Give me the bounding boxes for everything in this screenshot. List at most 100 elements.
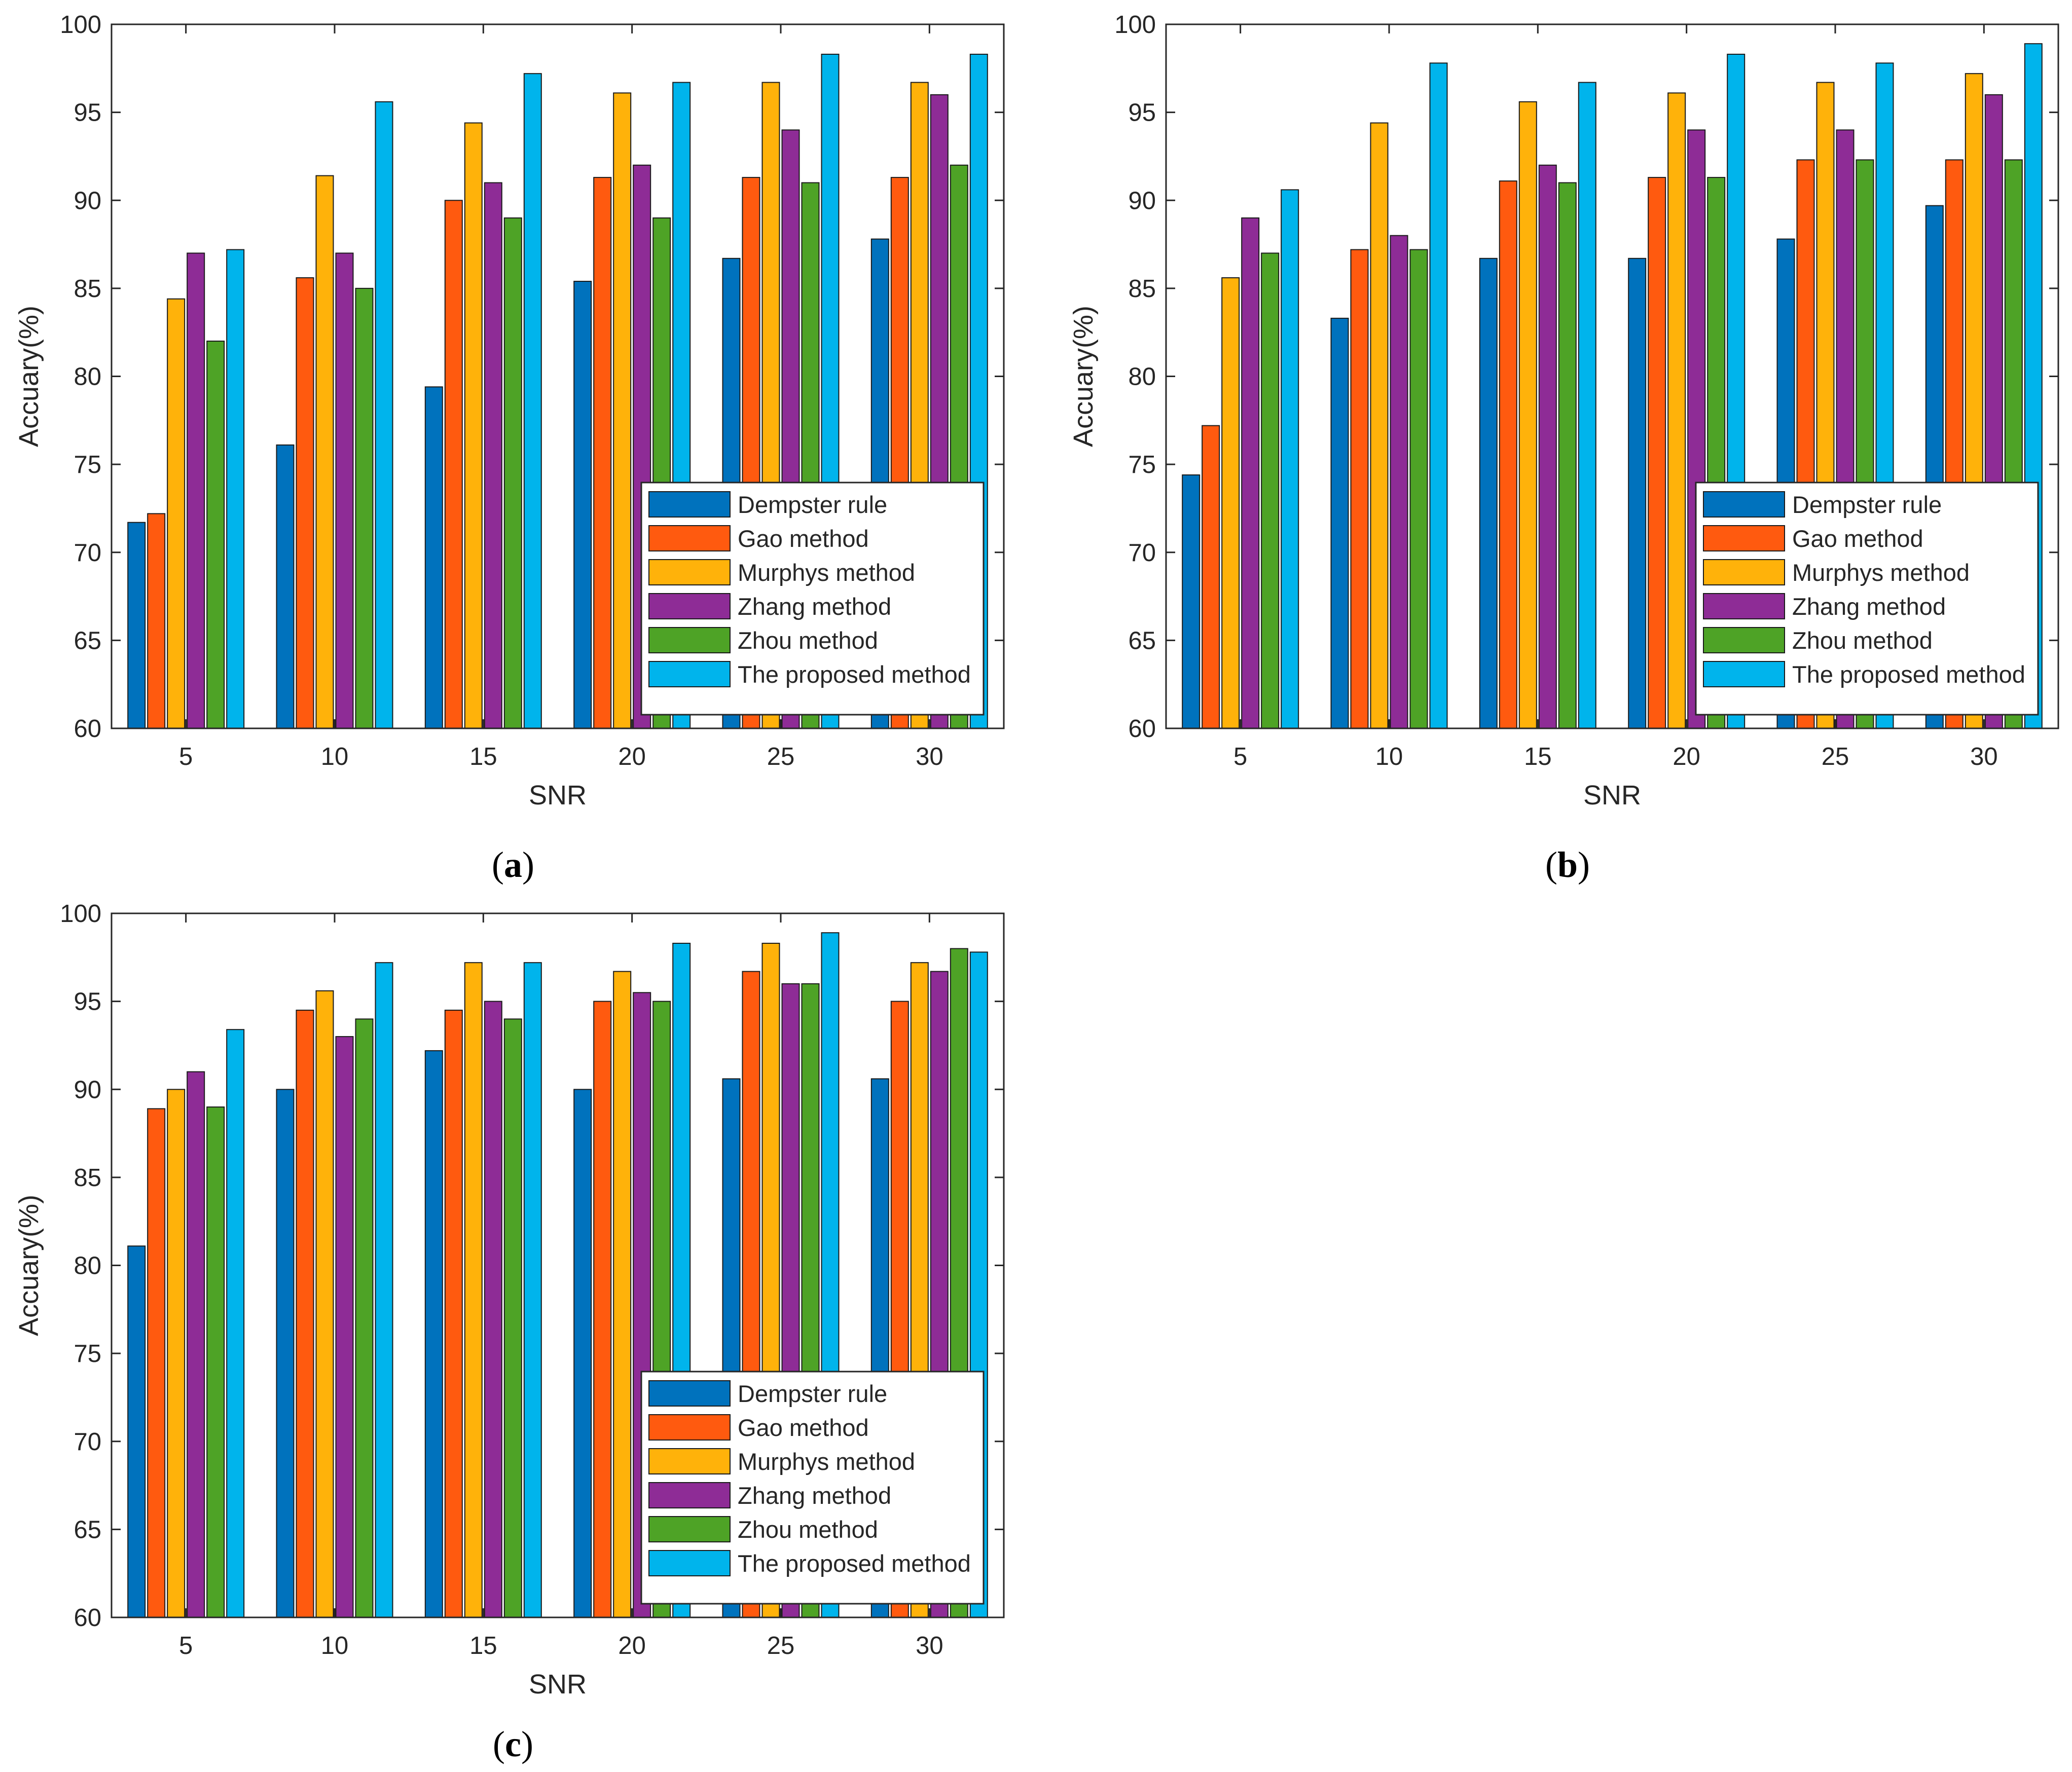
caption-open-paren: ( [492, 844, 504, 885]
legend-entry: Murphys method [738, 1448, 915, 1475]
legend-swatch [648, 593, 731, 619]
bar-gao-method-snr-20 [593, 177, 612, 729]
bar-the-proposed-method-snr-5 [226, 1029, 245, 1618]
bar-murphys-method-snr-5 [167, 298, 186, 729]
panel-caption: (b) [1545, 844, 1590, 885]
x-tick-label: 10 [1375, 743, 1403, 770]
caption-open-paren: ( [1545, 844, 1557, 885]
bar-gao-method-snr-10 [296, 277, 314, 729]
bar-the-proposed-method-snr-5 [1281, 189, 1299, 729]
x-tick-label: 30 [916, 743, 943, 770]
legend-swatch [1703, 525, 1785, 551]
chart-panel-b: 60 65 70 75 80 85 90 95 100 5 10 15 20 25 30 SNR Accuary… [1068, 11, 2059, 885]
bar-zhou-method-snr-10 [355, 1018, 374, 1618]
panel-caption: (c) [493, 1724, 533, 1764]
caption-close-paren: ) [522, 844, 534, 885]
caption-close-paren: ) [1578, 844, 1590, 885]
legend-entry: Dempster rule [1792, 491, 1942, 518]
bar-dempster-rule-snr-20 [573, 281, 592, 729]
bar-dempster-rule-snr-10 [1330, 317, 1349, 729]
legend-entry: Zhou method [738, 1516, 878, 1543]
y-tick-label: 100 [60, 11, 101, 39]
y-tick-label: 80 [74, 1252, 101, 1280]
y-tick-label: 100 [60, 900, 101, 928]
bar-zhou-method-snr-5 [1261, 252, 1280, 729]
y-tick-label: 90 [74, 187, 101, 214]
y-tick-label: 95 [1128, 99, 1156, 127]
bar-gao-method-snr-5 [147, 1108, 166, 1618]
bar-the-proposed-method-snr-5 [226, 249, 245, 729]
chart-panel-c: 60 65 70 75 80 85 90 95 100 5 10 15 20 25 30 SNR Accuary… [14, 900, 1005, 1764]
y-tick-label: 70 [74, 1428, 101, 1456]
legend-swatch [648, 491, 731, 518]
bar-murphys-method-snr-20 [613, 92, 632, 729]
bar-gao-method-snr-15 [444, 1010, 463, 1618]
bar-dempster-rule-snr-10 [276, 444, 295, 729]
legend-swatch [648, 1550, 731, 1576]
legend-swatch [648, 661, 731, 687]
bar-dempster-rule-snr-5 [127, 522, 146, 729]
y-tick-label: 65 [74, 1516, 101, 1543]
bar-zhang-method-snr-5 [1241, 217, 1260, 729]
y-axis-label: Accuary(%) [14, 1195, 44, 1336]
y-tick-label: 100 [1114, 11, 1156, 39]
x-tick-label: 15 [469, 1632, 497, 1659]
bar-murphys-method-snr-5 [167, 1089, 186, 1618]
y-tick-label: 75 [74, 451, 101, 478]
legend: Dempster rule Gao method Murphys method Zha… [640, 482, 985, 716]
legend-swatch [1703, 559, 1785, 585]
bar-zhang-method-snr-5 [187, 1071, 205, 1618]
caption-letter: a [504, 844, 522, 885]
legend-entry: Zhang method [738, 1482, 891, 1509]
bar-zhou-method-snr-10 [355, 287, 374, 729]
x-axis-label: SNR [529, 780, 587, 810]
x-tick-label: 10 [321, 743, 349, 770]
bar-murphys-method-snr-20 [613, 971, 632, 1618]
x-tick-label: 5 [179, 743, 193, 770]
y-tick-label: 60 [74, 715, 101, 743]
bar-zhou-method-snr-15 [503, 1018, 522, 1618]
x-tick-label: 15 [1524, 743, 1552, 770]
caption-letter: b [1557, 844, 1578, 885]
bar-gao-method-snr-5 [147, 513, 166, 729]
bar-zhang-method-snr-10 [335, 1036, 354, 1618]
bar-zhou-method-snr-10 [1409, 249, 1428, 729]
x-axis-label: SNR [1583, 780, 1641, 810]
x-tick-label: 25 [767, 1632, 795, 1659]
x-tick-label: 15 [469, 743, 497, 770]
y-tick-label: 75 [74, 1340, 101, 1368]
caption-close-paren: ) [521, 1724, 533, 1764]
y-tick-label: 90 [74, 1076, 101, 1103]
bar-murphys-method-snr-15 [464, 122, 483, 729]
bar-zhang-method-snr-10 [1390, 235, 1408, 729]
y-tick-label: 65 [1128, 627, 1156, 654]
legend-entry: Murphys method [738, 559, 915, 586]
bar-zhang-method-snr-10 [335, 252, 354, 729]
legend-entry: Zhou method [738, 627, 878, 654]
x-tick-label: 10 [321, 1632, 349, 1659]
legend-swatch [648, 1448, 731, 1474]
y-tick-label: 90 [1128, 187, 1156, 214]
bar-murphys-method-snr-10 [315, 175, 334, 729]
bar-zhou-method-snr-5 [206, 341, 225, 729]
y-axis-label: Accuary(%) [1068, 306, 1099, 447]
legend-entry: The proposed method [738, 1550, 971, 1577]
legend-swatch [648, 559, 731, 585]
bar-the-proposed-method-snr-15 [1578, 82, 1596, 729]
legend-entry: Zhang method [1792, 593, 1946, 620]
legend-entry: Gao method [738, 525, 869, 552]
legend-entry: Zhang method [738, 593, 891, 620]
bar-dempster-rule-snr-20 [1628, 257, 1647, 729]
y-tick-label: 85 [74, 1164, 101, 1192]
legend: Dempster rule Gao method Murphys method Zha… [1695, 482, 2039, 716]
caption-open-paren: ( [493, 1724, 505, 1764]
y-tick-label: 80 [1128, 363, 1156, 391]
x-tick-label: 5 [179, 1632, 193, 1659]
y-tick-label: 85 [1128, 275, 1156, 303]
bar-zhou-method-snr-5 [206, 1106, 225, 1618]
legend-swatch [1703, 627, 1785, 653]
x-tick-label: 30 [1970, 743, 1998, 770]
x-tick-label: 30 [916, 1632, 943, 1659]
bar-zhang-method-snr-15 [484, 182, 502, 729]
bar-zhou-method-snr-15 [1558, 182, 1577, 729]
